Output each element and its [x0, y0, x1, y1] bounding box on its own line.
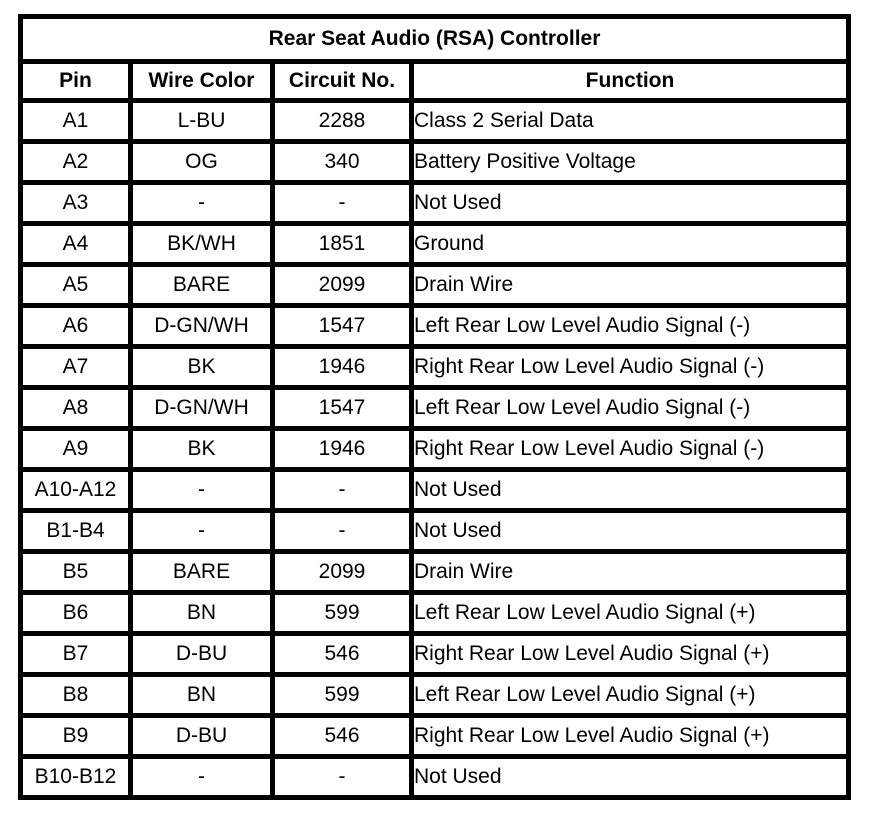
column-header-pin: Pin — [18, 59, 133, 103]
wire-color-cell: D-BU — [128, 631, 275, 677]
table-row: A5 BARE 2099 Drain Wire — [18, 262, 852, 308]
table-row: B9 D-BU 546 Right Rear Low Level Audio Sign… — [18, 713, 852, 759]
wire-color-cell: BK — [128, 426, 275, 472]
function-cell: Right Rear Low Level Audio Signal (+) — [408, 713, 852, 759]
function-cell: Class 2 Serial Data — [408, 98, 852, 144]
function-cell: Right Rear Low Level Audio Signal (-) — [408, 344, 852, 390]
function-cell: Right Rear Low Level Audio Signal (+) — [408, 631, 852, 677]
wire-color-cell: BK — [128, 344, 275, 390]
pin-cell: A7 — [18, 344, 133, 390]
rsa-controller-pinout-table: Rear Seat Audio (RSA) Controller Pin Wir… — [17, 14, 852, 800]
pin-cell: A5 — [18, 262, 133, 308]
table-title-row: Rear Seat Audio (RSA) Controller — [17, 14, 852, 64]
pin-cell: B7 — [18, 631, 133, 677]
function-cell: Right Rear Low Level Audio Signal (-) — [408, 426, 852, 472]
circuit-no-cell: - — [270, 180, 414, 226]
function-cell: Left Rear Low Level Audio Signal (-) — [408, 385, 852, 431]
wire-color-cell: BARE — [128, 262, 275, 308]
table-row: A8 D-GN/WH 1547 Left Rear Low Level Audio S… — [18, 385, 852, 431]
circuit-no-cell: 1547 — [270, 303, 414, 349]
circuit-no-cell: 2099 — [270, 549, 414, 595]
circuit-no-cell: - — [270, 508, 414, 554]
circuit-no-cell: 1851 — [270, 221, 414, 267]
circuit-no-cell: 340 — [270, 139, 414, 185]
function-cell: Not Used — [408, 180, 852, 226]
table-title: Rear Seat Audio (RSA) Controller — [17, 14, 852, 64]
wire-color-cell: BK/WH — [128, 221, 275, 267]
function-cell: Drain Wire — [408, 262, 852, 308]
wire-color-cell: L-BU — [128, 98, 275, 144]
pin-cell: A4 — [18, 221, 133, 267]
circuit-no-cell: 546 — [270, 631, 414, 677]
pin-cell: A10-A12 — [18, 467, 133, 513]
wire-color-cell: - — [128, 180, 275, 226]
function-cell: Drain Wire — [408, 549, 852, 595]
pin-cell: B1-B4 — [18, 508, 133, 554]
wire-color-cell: - — [128, 508, 275, 554]
wire-color-cell: - — [128, 754, 275, 800]
table-row: B10-B12- - Not Used — [18, 754, 852, 800]
pin-cell: A8 — [18, 385, 133, 431]
wire-color-cell: D-GN/WH — [128, 385, 275, 431]
table-row: B5 BARE 2099 Drain Wire — [18, 549, 852, 595]
circuit-no-cell: 1946 — [270, 426, 414, 472]
function-cell: Not Used — [408, 467, 852, 513]
pin-cell: B6 — [18, 590, 133, 636]
table-header-row: Pin Wire Color Circuit No. Function — [18, 59, 852, 103]
table-row: A9 BK 1946 Right Rear Low Level Audio Signa… — [18, 426, 852, 472]
wire-color-cell: BN — [128, 590, 275, 636]
function-cell: Left Rear Low Level Audio Signal (-) — [408, 303, 852, 349]
function-cell: Left Rear Low Level Audio Signal (+) — [408, 590, 852, 636]
function-cell: Ground — [408, 221, 852, 267]
circuit-no-cell: 2099 — [270, 262, 414, 308]
function-cell: Left Rear Low Level Audio Signal (+) — [408, 672, 852, 718]
circuit-no-cell: 2288 — [270, 98, 414, 144]
table-row: A1 L-BU 2288 Class 2 Serial Data — [18, 98, 852, 144]
function-cell: Battery Positive Voltage — [408, 139, 852, 185]
wire-color-cell: BN — [128, 672, 275, 718]
pin-cell: B8 — [18, 672, 133, 718]
wire-color-cell: - — [128, 467, 275, 513]
table-row: A10-A12- - Not Used — [18, 467, 852, 513]
circuit-no-cell: - — [270, 754, 414, 800]
pin-cell: A9 — [18, 426, 133, 472]
table-row: B7 D-BU 546 Right Rear Low Level Audio Sign… — [18, 631, 852, 677]
table-row: B6 BN 599 Left Rear Low Level Audio Signal … — [18, 590, 852, 636]
pin-cell: B9 — [18, 713, 133, 759]
circuit-no-cell: 1547 — [270, 385, 414, 431]
function-cell: Not Used — [408, 508, 852, 554]
pin-cell: A6 — [18, 303, 133, 349]
pin-cell: A2 — [18, 139, 133, 185]
column-header-circuit-no: Circuit No. — [270, 59, 414, 103]
pin-cell: B10-B12 — [18, 754, 133, 800]
pin-cell: A3 — [18, 180, 133, 226]
table-row: A7 BK 1946 Right Rear Low Level Audio Signa… — [18, 344, 852, 390]
column-header-wire-color: Wire Color — [128, 59, 275, 103]
table-row: A6 D-GN/WH 1547 Left Rear Low Level Audio S… — [18, 303, 852, 349]
pin-cell: B5 — [18, 549, 133, 595]
circuit-no-cell: 546 — [270, 713, 414, 759]
document-page: Rear Seat Audio (RSA) Controller Pin Wir… — [17, 14, 852, 800]
function-cell: Not Used — [408, 754, 852, 800]
table-row: A3- - Not Used — [18, 180, 852, 226]
table-row: A2 OG 340 Battery Positive Voltage — [18, 139, 852, 185]
table-body: A1 L-BU 2288 Class 2 Serial Data A2 OG 340 Batt… — [18, 98, 852, 800]
wire-color-cell: OG — [128, 139, 275, 185]
table-row: B1-B4- - Not Used — [18, 508, 852, 554]
circuit-no-cell: 599 — [270, 672, 414, 718]
wire-color-cell: D-BU — [128, 713, 275, 759]
circuit-no-cell: - — [270, 467, 414, 513]
table-row: B8 BN 599 Left Rear Low Level Audio Signal … — [18, 672, 852, 718]
circuit-no-cell: 1946 — [270, 344, 414, 390]
column-header-function: Function — [408, 59, 852, 103]
circuit-no-cell: 599 — [270, 590, 414, 636]
pin-cell: A1 — [18, 98, 133, 144]
wire-color-cell: BARE — [128, 549, 275, 595]
table-row: A4 BK/WH 1851 Ground — [18, 221, 852, 267]
wire-color-cell: D-GN/WH — [128, 303, 275, 349]
